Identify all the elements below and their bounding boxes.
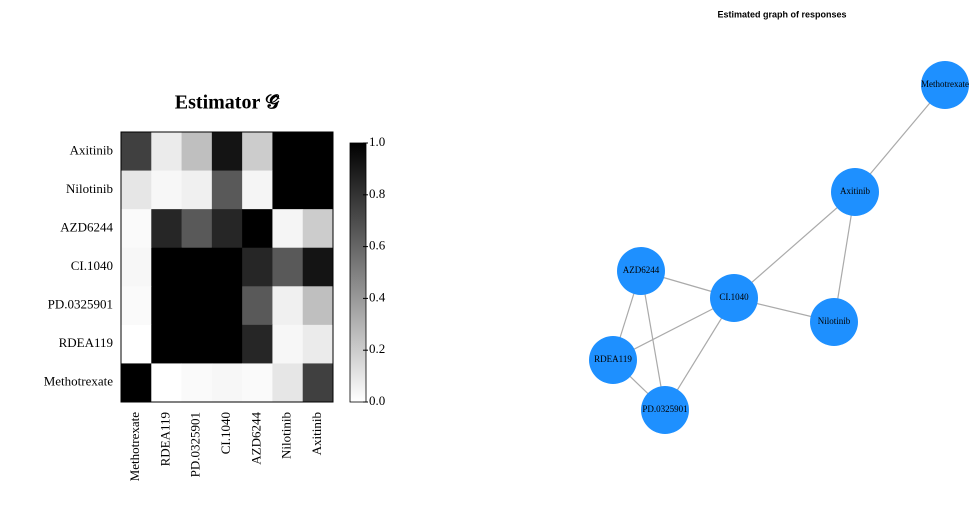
row-label: Nilotinib — [66, 181, 113, 196]
node — [921, 61, 969, 109]
heat-cell — [181, 363, 213, 403]
row-label: RDEA119 — [59, 335, 113, 350]
column-label: Axitinib — [309, 412, 324, 455]
heat-cell — [151, 209, 183, 249]
heat-cell — [302, 324, 334, 364]
row-label: Axitinib — [70, 142, 113, 157]
heat-cell — [181, 247, 213, 287]
heat-cell — [242, 286, 273, 326]
heat-cell — [211, 170, 243, 210]
heat-cell — [121, 247, 152, 287]
node-label: AZD6244 — [623, 265, 660, 275]
heat-cell — [151, 170, 183, 210]
heat-cell — [121, 286, 152, 326]
heat-cell — [242, 247, 273, 287]
heat-cell — [302, 209, 334, 249]
node — [641, 386, 689, 434]
heat-cell — [302, 132, 334, 172]
colorbar-tick-label: 0.8 — [369, 186, 385, 201]
heat-cell — [242, 170, 273, 210]
node-label: RDEA119 — [594, 354, 632, 364]
colorbar-tick-label: 0.2 — [369, 341, 385, 356]
heatmap-frame — [120, 131, 334, 403]
heat-cell — [302, 363, 334, 403]
column-label: Nilotinib — [279, 412, 294, 459]
heat-cell — [272, 209, 304, 249]
heat-cell — [181, 209, 213, 249]
heat-cell — [151, 324, 183, 364]
column-label: CI.1040 — [218, 412, 233, 454]
heat-cell — [121, 324, 152, 364]
heat-cell — [181, 132, 213, 172]
heat-cell — [242, 209, 273, 249]
node-label: Nilotinib — [818, 316, 851, 326]
heat-cell — [211, 209, 243, 249]
node — [617, 247, 665, 295]
heat-cell — [242, 363, 273, 403]
node — [710, 274, 758, 322]
heat-cell — [242, 132, 273, 172]
row-label: PD.0325901 — [48, 297, 113, 312]
heat-cell — [151, 247, 183, 287]
node — [831, 168, 879, 216]
heat-cell — [151, 286, 183, 326]
heat-cell — [302, 286, 334, 326]
node-label: PD.0325901 — [642, 404, 687, 414]
colorbar-tick-label: 1.0 — [369, 134, 385, 149]
heat-cell — [272, 286, 304, 326]
heat-cell — [211, 247, 243, 287]
heat-cell — [181, 170, 213, 210]
column-label: PD.0325901 — [188, 412, 203, 477]
colorbar-tick-label: 0.0 — [369, 393, 385, 408]
colorbar-tick-label: 0.6 — [369, 238, 386, 253]
heat-cell — [211, 132, 243, 172]
heat-cell — [272, 324, 304, 364]
heat-cell — [211, 324, 243, 364]
heat-cell — [151, 132, 183, 172]
heat-cell — [211, 286, 243, 326]
row-label: AZD6244 — [60, 219, 113, 234]
heat-cell — [181, 286, 213, 326]
column-label: RDEA119 — [157, 412, 172, 466]
heat-cell — [121, 363, 152, 403]
heat-cell — [272, 363, 304, 403]
node-label: Axitinib — [840, 186, 871, 196]
node-label: CI.1040 — [719, 292, 749, 302]
edge — [733, 191, 856, 299]
graph-title: Estimated graph of responses — [717, 9, 846, 19]
heat-cell — [121, 170, 152, 210]
column-label: AZD6244 — [248, 412, 263, 465]
node — [810, 298, 858, 346]
heat-cell — [242, 324, 273, 364]
heat-cell — [121, 132, 152, 172]
heat-cell — [272, 247, 304, 287]
heat-cell — [302, 247, 334, 287]
row-label: Methotrexate — [44, 374, 114, 389]
heatmap-title: Estimator 𝒢̂ — [175, 92, 280, 114]
heat-cell — [302, 170, 334, 210]
heat-cell — [181, 324, 213, 364]
heat-cell — [272, 170, 304, 210]
node — [589, 336, 637, 384]
node-label: Methotrexate — [921, 79, 969, 89]
heat-cell — [151, 363, 183, 403]
column-label: Methotrexate — [127, 412, 142, 482]
row-label: CI.1040 — [71, 258, 113, 273]
colorbar — [349, 142, 367, 403]
heat-cell — [121, 209, 152, 249]
heat-cell — [211, 363, 243, 403]
colorbar-tick-label: 0.4 — [369, 289, 386, 304]
heat-cell — [272, 132, 304, 172]
